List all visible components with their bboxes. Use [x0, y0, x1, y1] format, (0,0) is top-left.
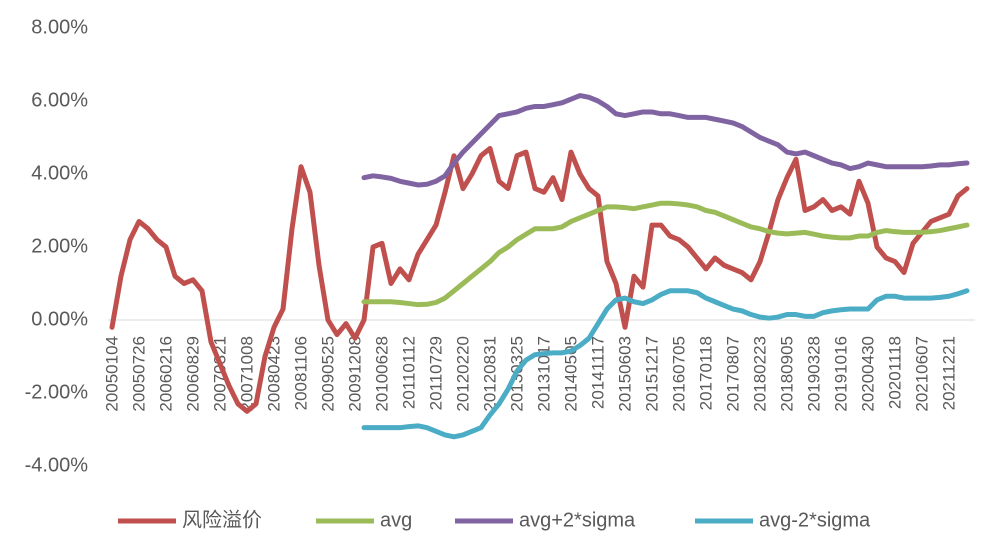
series-line — [109, 145, 970, 414]
x-tick-label: 20170807 — [723, 336, 742, 412]
series-line — [361, 200, 970, 308]
x-tick-label: 20211221 — [939, 336, 958, 410]
x-tick-label: 20110729 — [426, 336, 445, 410]
x-tick-label: 20120220 — [453, 336, 472, 412]
x-tick-label: 20091208 — [345, 336, 364, 412]
x-tick-label: 20131017 — [534, 336, 553, 412]
x-tick-label: 20071008 — [237, 336, 256, 412]
x-tick-label: 20081106 — [291, 336, 310, 410]
x-tick-label: 20191016 — [831, 336, 850, 412]
y-tick-label: -2.00% — [25, 381, 89, 403]
y-tick-label: -4.00% — [25, 454, 89, 476]
x-tick-label: 20080423 — [264, 336, 283, 412]
y-tick-label: 0.00% — [31, 308, 88, 330]
y-tick-label: 6.00% — [31, 89, 88, 111]
x-tick-label: 20060829 — [183, 336, 202, 412]
series-line — [361, 288, 970, 440]
legend-label: avg-2*sigma — [759, 509, 871, 531]
x-tick-label: 20170118 — [696, 336, 715, 410]
x-tick-label: 20110112 — [399, 336, 418, 409]
x-tick-label: 20120831 — [480, 336, 499, 412]
x-tick-label: 20190328 — [804, 336, 823, 412]
x-tick-label: 20090525 — [318, 336, 337, 412]
x-tick-label: 20210607 — [912, 336, 931, 412]
x-tick-label: 20141117 — [588, 336, 607, 409]
x-tick-label: 20150603 — [615, 336, 634, 412]
x-tick-label: 20050104 — [102, 336, 121, 412]
x-tick-label: 20180223 — [750, 336, 769, 412]
x-tick-label: 20140505 — [561, 336, 580, 412]
x-tick-label: 20060216 — [156, 336, 175, 412]
y-tick-label: 4.00% — [31, 162, 88, 184]
y-tick-label: 8.00% — [31, 16, 88, 38]
x-tick-label: 20100628 — [372, 336, 391, 412]
x-tick-label: 20050726 — [129, 336, 148, 412]
x-tick-label: 20180905 — [777, 336, 796, 412]
series-line — [361, 93, 970, 188]
x-tick-label: 20201118 — [885, 336, 904, 409]
x-tick-label: 20200430 — [858, 336, 877, 412]
legend-label: 风险溢价 — [182, 508, 262, 531]
x-tick-label: 20160705 — [669, 336, 688, 412]
y-tick-label: 2.00% — [31, 235, 88, 257]
x-tick-label: 20151217 — [642, 336, 661, 412]
legend-label: avg — [380, 509, 412, 531]
legend-label: avg+2*sigma — [519, 509, 636, 531]
